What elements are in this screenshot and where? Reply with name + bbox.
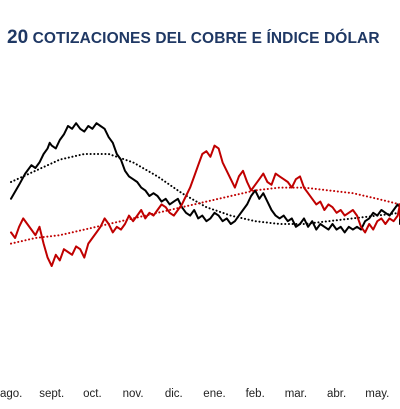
x-tick-label: ene. (203, 388, 225, 400)
x-tick-label: may. (365, 388, 389, 400)
x-tick-label: sept. (39, 388, 64, 400)
x-tick-label: feb. (246, 388, 265, 400)
series-line-3 (10, 186, 400, 245)
x-tick-label: dic. (165, 388, 183, 400)
series-line-1 (10, 153, 400, 225)
chart-title-text: COTIZACIONES DEL COBRE E ÍNDICE DÓLAR (32, 30, 380, 47)
series-line-0 (10, 122, 400, 234)
series-line-2 (10, 144, 400, 267)
x-tick-label: mar. (285, 388, 307, 400)
x-tick-label: abr. (327, 388, 346, 400)
chart-title-number: 20 (7, 27, 29, 48)
x-tick-label: oct. (83, 388, 102, 400)
chart-title: 20 COTIZACIONES DEL COBRE E ÍNDICE DÓLAR (7, 27, 380, 49)
x-tick-label: ago. (0, 388, 22, 400)
x-tick-label: nov. (123, 388, 144, 400)
